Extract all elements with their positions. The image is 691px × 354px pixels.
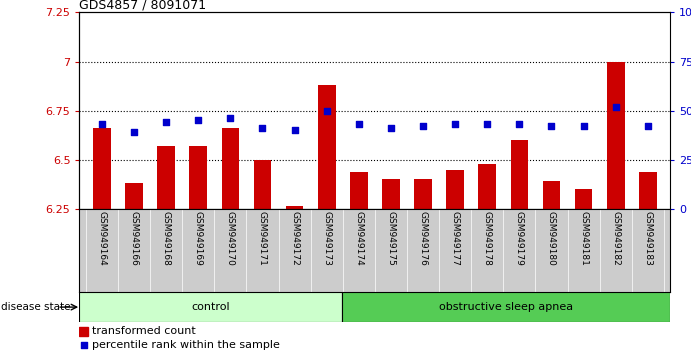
Bar <box>511 140 528 209</box>
Bar <box>575 189 592 209</box>
Bar <box>382 179 400 209</box>
Point <box>321 108 332 113</box>
Point <box>160 120 171 125</box>
Bar <box>286 206 303 209</box>
Text: obstructive sleep apnea: obstructive sleep apnea <box>439 302 574 312</box>
Point <box>193 118 204 123</box>
Point <box>546 124 557 129</box>
Point <box>289 127 300 133</box>
Text: GSM949177: GSM949177 <box>451 211 460 266</box>
Bar <box>318 85 336 209</box>
Bar <box>542 181 560 209</box>
Point <box>97 121 108 127</box>
Bar <box>79 292 342 322</box>
Text: percentile rank within the sample: percentile rank within the sample <box>93 340 281 350</box>
Text: GSM949166: GSM949166 <box>129 211 139 266</box>
Text: GSM949181: GSM949181 <box>579 211 588 266</box>
Text: GSM949168: GSM949168 <box>162 211 171 266</box>
Point <box>610 104 621 109</box>
Text: GSM949180: GSM949180 <box>547 211 556 266</box>
Bar <box>414 179 432 209</box>
Point <box>578 124 589 129</box>
Text: GSM949170: GSM949170 <box>226 211 235 266</box>
Text: GSM949182: GSM949182 <box>611 211 621 266</box>
Point <box>642 124 653 129</box>
Text: GSM949175: GSM949175 <box>386 211 395 266</box>
Bar <box>342 292 670 322</box>
Bar <box>79 327 88 336</box>
Text: GDS4857 / 8091071: GDS4857 / 8091071 <box>79 0 207 11</box>
Point <box>386 125 397 131</box>
Bar <box>607 62 625 209</box>
Bar <box>93 128 111 209</box>
Text: GSM949169: GSM949169 <box>193 211 202 266</box>
Bar <box>254 160 272 209</box>
Text: GSM949179: GSM949179 <box>515 211 524 266</box>
Text: GSM949176: GSM949176 <box>419 211 428 266</box>
Text: GSM949174: GSM949174 <box>354 211 363 266</box>
Point <box>129 130 140 135</box>
Point <box>482 121 493 127</box>
Text: GSM949164: GSM949164 <box>97 211 106 266</box>
Bar <box>639 172 656 209</box>
Bar <box>125 183 143 209</box>
Point <box>78 342 89 348</box>
Text: GSM949171: GSM949171 <box>258 211 267 266</box>
Bar <box>478 164 496 209</box>
Text: transformed count: transformed count <box>93 326 196 336</box>
Bar <box>350 172 368 209</box>
Point <box>353 121 364 127</box>
Point <box>514 121 525 127</box>
Bar <box>222 128 239 209</box>
Point <box>450 121 461 127</box>
Bar <box>158 146 175 209</box>
Bar <box>446 170 464 209</box>
Text: GSM949172: GSM949172 <box>290 211 299 266</box>
Text: GSM949183: GSM949183 <box>643 211 652 266</box>
Text: control: control <box>191 302 230 312</box>
Text: GSM949173: GSM949173 <box>322 211 331 266</box>
Bar <box>189 146 207 209</box>
Point <box>257 125 268 131</box>
Point <box>225 116 236 121</box>
Point <box>417 124 428 129</box>
Text: GSM949178: GSM949178 <box>483 211 492 266</box>
Text: disease state: disease state <box>1 302 70 312</box>
